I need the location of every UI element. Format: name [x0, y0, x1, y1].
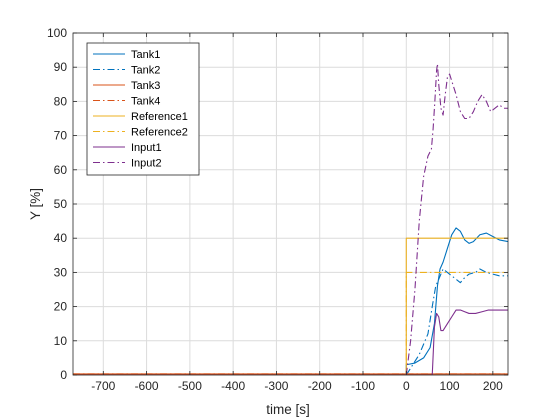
- y-tick-label: 90: [54, 60, 68, 74]
- legend-label-tank3: Tank3: [131, 80, 160, 92]
- x-tick-label: 200: [483, 379, 503, 393]
- y-tick-label: 10: [54, 334, 68, 348]
- y-tick-label: 60: [54, 163, 68, 177]
- legend-label-tank4: Tank4: [131, 96, 160, 108]
- y-tick-label: 40: [54, 231, 68, 245]
- y-axis-title: Y [%]: [28, 188, 43, 220]
- x-tick-label: -600: [135, 379, 159, 393]
- y-tick-label: 30: [54, 265, 68, 279]
- legend-label-input2: Input2: [131, 158, 162, 170]
- x-tick-label: -300: [264, 379, 288, 393]
- legend-box: [86, 42, 200, 176]
- y-tick-label: 0: [60, 368, 67, 382]
- y-tick-label: 50: [54, 197, 68, 211]
- series-group: [73, 63, 508, 375]
- legend-label-reference1: Reference1: [131, 111, 188, 123]
- tick-labels: -700 -600 -500 -400 -300 -200 -100 0 100 200 0 10 20…: [47, 26, 503, 393]
- x-tick-label: 100: [440, 379, 460, 393]
- x-tick-label: -400: [221, 379, 245, 393]
- x-tick-label: -200: [308, 379, 332, 393]
- y-tick-label: 80: [54, 94, 68, 108]
- y-tick-label: 100: [47, 26, 67, 40]
- series-line-input2: [73, 63, 508, 375]
- legend-label-input1: Input1: [131, 142, 162, 154]
- y-tick-label: 20: [54, 300, 68, 314]
- x-tick-label: -700: [91, 379, 115, 393]
- axes: [72, 32, 509, 376]
- legend: Tank1 Tank2 Tank3 Tank4 Reference1 Reference2…: [86, 42, 200, 176]
- series-line-input1: [73, 309, 508, 375]
- x-tick-label: -100: [351, 379, 375, 393]
- legend-label-tank2: Tank2: [131, 65, 160, 77]
- legend-label-reference2: Reference2: [131, 127, 188, 139]
- legend-label-tank1: Tank1: [131, 49, 160, 61]
- x-tick-label: 0: [403, 379, 410, 393]
- y-tick-label: 70: [54, 129, 68, 143]
- x-tick-label: -500: [178, 379, 202, 393]
- series-line-tank2: [73, 268, 508, 375]
- series-line-tank1: [73, 227, 508, 375]
- x-axis-title: time [s]: [266, 402, 310, 417]
- plot-area: [73, 63, 508, 375]
